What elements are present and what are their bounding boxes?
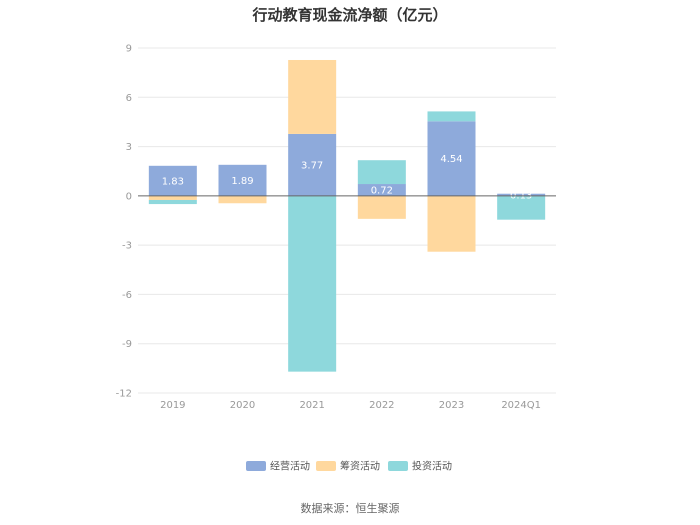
bar-value-label: 3.77 — [301, 160, 323, 171]
x-tick-label: 2023 — [439, 400, 464, 411]
legend-swatch — [388, 461, 408, 471]
bar-经营活动-2023 — [427, 121, 476, 196]
bar-投资活动-2022 — [357, 160, 406, 185]
bar-经营活动-2021 — [288, 133, 337, 196]
y-tick-label: -9 — [122, 339, 132, 350]
bar-value-label: 4.54 — [440, 154, 462, 165]
legend-swatch — [316, 461, 336, 471]
y-tick-label: -3 — [122, 241, 132, 252]
y-tick-label: 3 — [126, 142, 132, 153]
x-tick-label: 2021 — [299, 400, 324, 411]
legend-label: 筹资活动 — [340, 460, 380, 473]
x-tick-label: 2022 — [369, 400, 394, 411]
bar-经营活动-2022 — [357, 184, 406, 196]
y-tick-label: 6 — [126, 93, 132, 104]
bar-投资活动-2024Q1 — [497, 195, 546, 220]
bar-投资活动-2021 — [288, 195, 337, 372]
bar-筹资活动-2021 — [288, 59, 337, 134]
bar-经营活动-2020 — [218, 164, 267, 196]
bar-筹资活动-2019 — [148, 195, 197, 200]
bar-投资活动-2019 — [148, 199, 197, 205]
bar-筹资活动-2022 — [357, 195, 406, 219]
y-tick-label: 9 — [126, 44, 132, 55]
chart-title: 行动教育现金流净额（亿元） — [252, 6, 448, 24]
bar-筹资活动-2020 — [218, 195, 267, 204]
source-note: 数据来源：恒生聚源 — [300, 502, 400, 515]
bar-投资活动-2023 — [427, 111, 476, 122]
bar-筹资活动-2023 — [427, 195, 476, 252]
legend-label: 投资活动 — [412, 460, 452, 473]
bar-value-label: 1.89 — [231, 176, 253, 187]
y-tick-label: 0 — [126, 191, 132, 202]
bar-经营活动-2024Q1 — [497, 193, 546, 196]
legend-label: 经营活动 — [270, 460, 310, 473]
y-tick-label: -12 — [116, 389, 132, 400]
legend-swatch — [246, 461, 266, 471]
bar-value-label: 0.72 — [371, 185, 393, 196]
bar-经营活动-2019 — [148, 165, 197, 196]
x-tick-label: 2019 — [160, 400, 185, 411]
x-tick-label: 2024Q1 — [501, 400, 541, 411]
bar-value-label: 1.83 — [162, 176, 184, 187]
y-tick-label: -6 — [122, 290, 132, 301]
x-tick-label: 2020 — [230, 400, 255, 411]
